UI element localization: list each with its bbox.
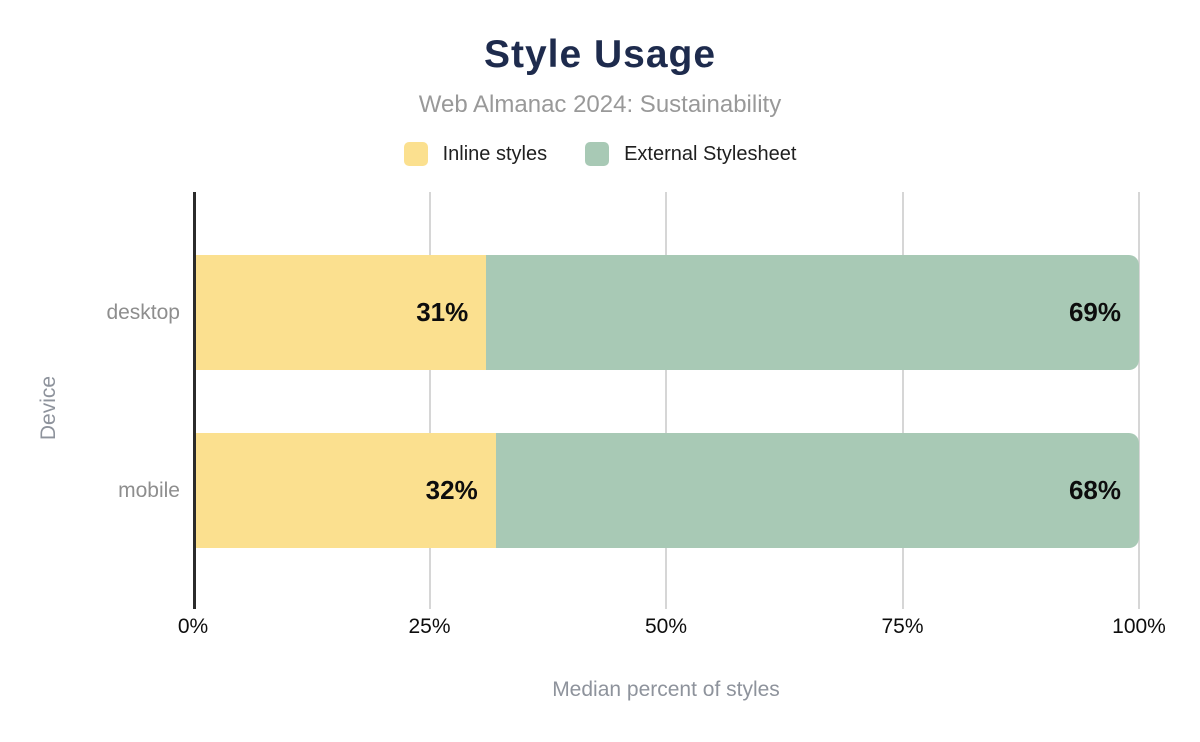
bar-mobile: 32% 68% <box>193 433 1139 548</box>
x-tick-label: 100% <box>1112 615 1166 638</box>
legend-item-inline-styles: Inline styles <box>403 142 548 166</box>
gridline <box>428 192 431 609</box>
bar-value-label: 68% <box>1068 475 1121 505</box>
chart-subtitle: Web Almanac 2024: Sustainability <box>418 91 782 118</box>
plot-area: 31% 69% 32% 68% <box>193 192 1140 609</box>
legend-label: External Stylesheet <box>624 142 797 165</box>
x-tick-label: 25% <box>408 615 451 638</box>
legend-item-external-stylesheet: External Stylesheet <box>585 142 796 166</box>
y-category-label: mobile <box>118 478 180 502</box>
chart-title: Style Usage <box>483 33 717 76</box>
bar-value-label: 31% <box>416 297 469 327</box>
x-tick-labels: 0% 25% 50% 75% 100% <box>178 615 1166 645</box>
bar-segment-external-stylesheet: 69% <box>486 255 1139 370</box>
bar-segment-inline-styles: 31% <box>193 255 487 370</box>
gridline <box>901 192 904 609</box>
bar-segment-inline-styles: 32% <box>193 433 496 548</box>
legend-swatch-inline-styles <box>403 142 428 166</box>
gridline <box>1138 192 1140 609</box>
x-tick-label: 75% <box>881 615 924 638</box>
x-tick-label: 0% <box>177 615 209 638</box>
legend-label: Inline styles <box>442 142 548 165</box>
bar-desktop: 31% 69% <box>193 255 1139 370</box>
y-category-label: desktop <box>106 300 180 324</box>
bar-value-label: 69% <box>1068 297 1121 327</box>
x-axis-title: Median percent of styles <box>552 678 780 701</box>
gridline <box>665 192 667 609</box>
bar-segment-external-stylesheet: 68% <box>495 433 1139 548</box>
x-tick-label: 50% <box>644 615 688 638</box>
y-axis-title: Device <box>37 375 60 441</box>
legend: Inline styles External Stylesheet <box>0 142 1200 166</box>
y-axis-line <box>193 192 196 609</box>
bar-value-label: 32% <box>425 475 478 505</box>
legend-swatch-external-stylesheet <box>585 142 610 166</box>
